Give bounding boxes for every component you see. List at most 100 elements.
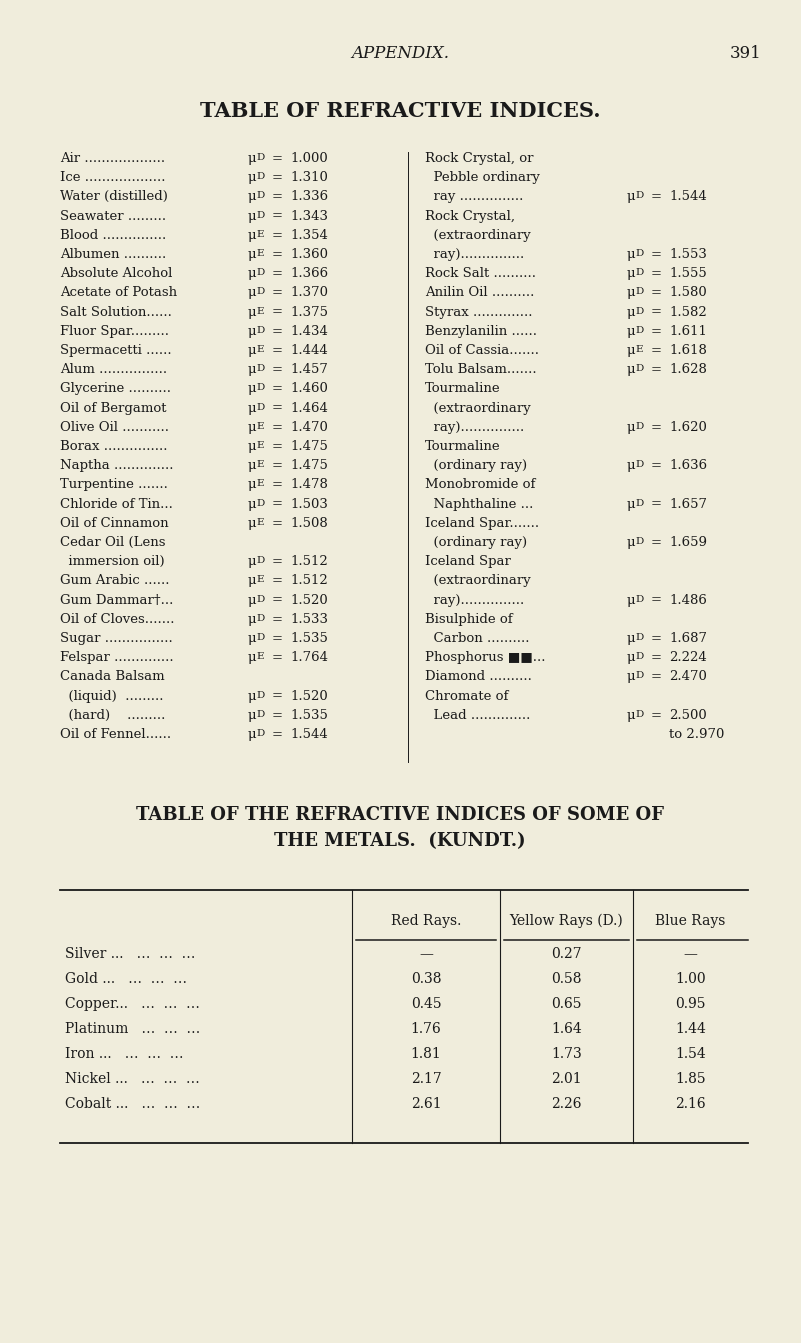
Text: =: =: [272, 383, 283, 395]
Text: ray)...............: ray)...............: [425, 248, 524, 261]
Text: Blue Rays: Blue Rays: [655, 915, 726, 928]
Text: μ: μ: [627, 459, 636, 473]
Text: D: D: [256, 287, 264, 297]
Text: D: D: [635, 306, 643, 316]
Text: Iceland Spar: Iceland Spar: [425, 555, 511, 568]
Text: 1.370: 1.370: [290, 286, 328, 299]
Text: 1.470: 1.470: [290, 420, 328, 434]
Text: =: =: [272, 498, 283, 510]
Text: 1.555: 1.555: [669, 267, 706, 281]
Text: D: D: [635, 498, 643, 508]
Text: E: E: [256, 306, 264, 316]
Text: 1.366: 1.366: [290, 267, 328, 281]
Text: 1.434: 1.434: [290, 325, 328, 338]
Text: μ: μ: [627, 594, 636, 607]
Text: Turpentine .......: Turpentine .......: [60, 478, 168, 492]
Text: D: D: [256, 383, 264, 392]
Text: (hard)    .........: (hard) .........: [60, 709, 165, 721]
Text: Absolute Alcohol: Absolute Alcohol: [60, 267, 172, 281]
Text: =: =: [651, 286, 662, 299]
Text: 1.464: 1.464: [290, 402, 328, 415]
Text: 1.457: 1.457: [290, 363, 328, 376]
Text: (extraordinary: (extraordinary: [425, 402, 531, 415]
Text: =: =: [651, 363, 662, 376]
Text: =: =: [272, 728, 283, 741]
Text: Tolu Balsam.......: Tolu Balsam.......: [425, 363, 537, 376]
Text: Gum Arabic ......: Gum Arabic ......: [60, 575, 170, 587]
Text: μ: μ: [248, 248, 256, 261]
Text: μ: μ: [248, 363, 256, 376]
Text: Water (distilled): Water (distilled): [60, 191, 168, 203]
Text: =: =: [272, 689, 283, 702]
Text: Cobalt ...   …  …  …: Cobalt ... … … …: [65, 1097, 200, 1111]
Text: 1.444: 1.444: [290, 344, 328, 357]
Text: Glycerine ..........: Glycerine ..........: [60, 383, 171, 395]
Text: Rock Crystal,: Rock Crystal,: [425, 210, 515, 223]
Text: μ: μ: [627, 267, 636, 281]
Text: D: D: [635, 710, 643, 719]
Text: 1.44: 1.44: [675, 1022, 706, 1035]
Text: μ: μ: [248, 709, 256, 721]
Text: =: =: [651, 344, 662, 357]
Text: μ: μ: [248, 575, 256, 587]
Text: Gum Dammar†...: Gum Dammar†...: [60, 594, 173, 607]
Text: Phosphorus ■■...: Phosphorus ■■...: [425, 651, 545, 665]
Text: 1.535: 1.535: [290, 709, 328, 721]
Text: D: D: [256, 326, 264, 334]
Text: =: =: [651, 536, 662, 549]
Text: μ: μ: [248, 344, 256, 357]
Text: 2.500: 2.500: [669, 709, 706, 721]
Text: 1.535: 1.535: [290, 633, 328, 645]
Text: immersion oil): immersion oil): [60, 555, 165, 568]
Text: =: =: [272, 402, 283, 415]
Text: =: =: [272, 575, 283, 587]
Text: μ: μ: [248, 517, 256, 529]
Text: 1.81: 1.81: [411, 1048, 441, 1061]
Text: =: =: [651, 498, 662, 510]
Text: μ: μ: [248, 728, 256, 741]
Text: μ: μ: [248, 689, 256, 702]
Text: 0.65: 0.65: [551, 997, 582, 1011]
Text: Canada Balsam: Canada Balsam: [60, 670, 165, 684]
Text: =: =: [651, 325, 662, 338]
Text: E: E: [256, 441, 264, 450]
Text: Albumen ..........: Albumen ..........: [60, 248, 167, 261]
Text: =: =: [272, 248, 283, 261]
Text: D: D: [635, 633, 643, 642]
Text: 2.61: 2.61: [411, 1097, 441, 1111]
Text: 1.533: 1.533: [290, 612, 328, 626]
Text: D: D: [635, 422, 643, 431]
Text: =: =: [651, 306, 662, 318]
Text: 1.657: 1.657: [669, 498, 707, 510]
Text: 2.16: 2.16: [675, 1097, 706, 1111]
Text: 1.460: 1.460: [290, 383, 328, 395]
Text: μ: μ: [248, 478, 256, 492]
Text: μ: μ: [248, 459, 256, 473]
Text: D: D: [635, 269, 643, 277]
Text: 1.343: 1.343: [290, 210, 328, 223]
Text: (extraordinary: (extraordinary: [425, 575, 531, 587]
Text: 1.544: 1.544: [669, 191, 706, 203]
Text: D: D: [256, 153, 264, 163]
Text: μ: μ: [627, 709, 636, 721]
Text: Oil of Cinnamon: Oil of Cinnamon: [60, 517, 169, 529]
Text: μ: μ: [627, 191, 636, 203]
Text: D: D: [256, 556, 264, 565]
Text: Naptha ..............: Naptha ..............: [60, 459, 174, 473]
Text: Diamond ..........: Diamond ..........: [425, 670, 532, 684]
Text: Blood ...............: Blood ...............: [60, 228, 167, 242]
Text: 1.375: 1.375: [290, 306, 328, 318]
Text: E: E: [256, 345, 264, 355]
Text: Oil of Cassia.......: Oil of Cassia.......: [425, 344, 539, 357]
Text: μ: μ: [248, 171, 256, 184]
Text: μ: μ: [627, 306, 636, 318]
Text: μ: μ: [627, 363, 636, 376]
Text: =: =: [651, 420, 662, 434]
Text: 1.520: 1.520: [290, 594, 328, 607]
Text: E: E: [256, 422, 264, 431]
Text: E: E: [256, 479, 264, 489]
Text: μ: μ: [248, 612, 256, 626]
Text: μ: μ: [627, 651, 636, 665]
Text: Silver ...   …  …  …: Silver ... … … …: [65, 947, 195, 962]
Text: 1.544: 1.544: [290, 728, 328, 741]
